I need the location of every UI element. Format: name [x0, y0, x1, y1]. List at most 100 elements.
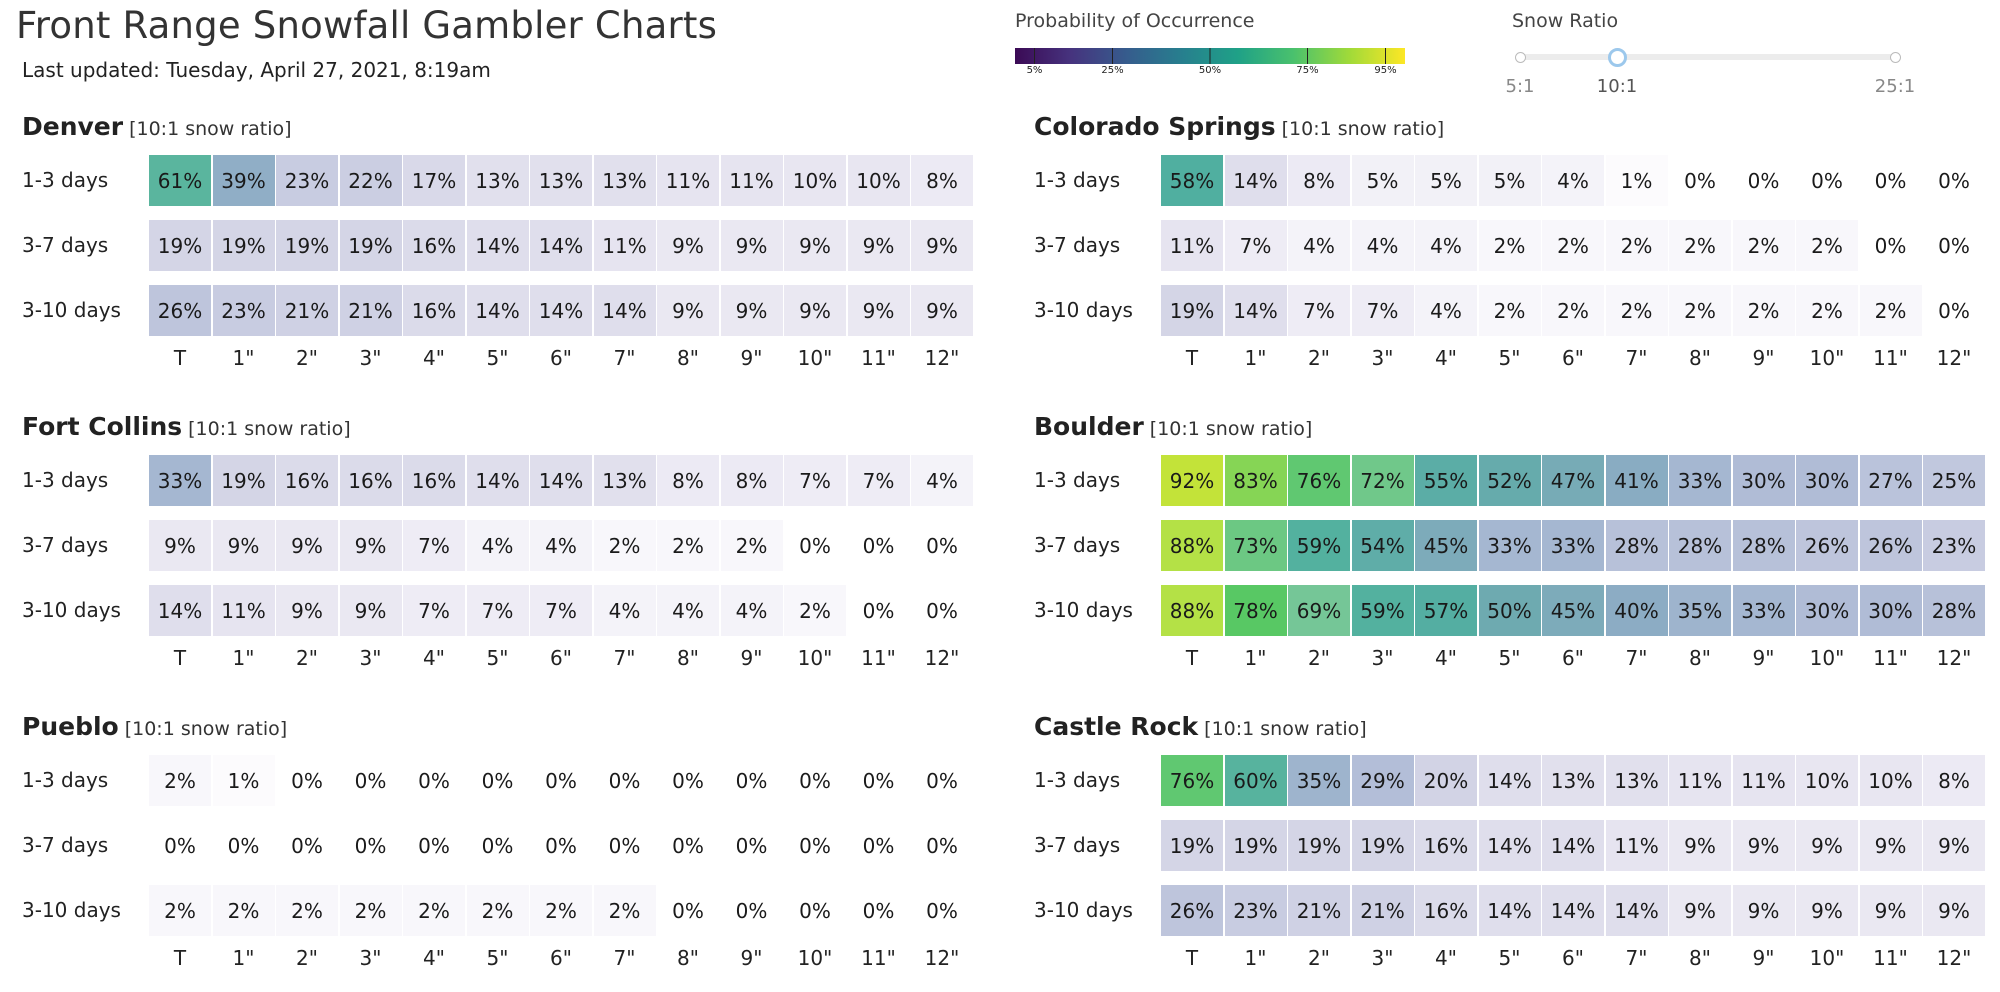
heatmap-cell: 30%	[1796, 455, 1858, 506]
row-label: 1-3 days	[1034, 468, 1121, 492]
x-tick-label: T	[1185, 946, 1199, 970]
heatmap-cell: 4%	[720, 585, 783, 636]
panel-fort-collins: Fort Collins [10:1 snow ratio] 1-3 days 33%…	[0, 412, 973, 702]
heatmap-cell: 9%	[1669, 885, 1731, 936]
heatmap-cell: 16%	[276, 455, 338, 506]
heatmap-cell: 0%	[847, 585, 910, 636]
heatmap-cell: 9%	[847, 285, 910, 336]
x-tick-label: 4"	[423, 346, 445, 370]
heatmap-cell: 0%	[847, 520, 910, 571]
heatmap-cell: 41%	[1605, 455, 1668, 506]
legend-colorbar: 5% 25% 50% 75% 95%	[1015, 48, 1405, 74]
x-tick-label: T	[1185, 346, 1199, 370]
snow-ratio-stop-5[interactable]	[1515, 51, 1526, 63]
heatmap-cell: 9%	[657, 220, 719, 271]
heatmap-cell: 5%	[1351, 155, 1414, 206]
x-tick-label: 3"	[1371, 346, 1394, 370]
heatmap-cell: 0%	[1923, 220, 1985, 271]
heatmap-cell: 13%	[1605, 755, 1668, 806]
heatmap-cell: 0%	[847, 755, 910, 806]
heatmap-cell: 7%	[1224, 220, 1287, 271]
page-title: Front Range Snowfall Gambler Charts	[16, 4, 718, 47]
x-tick-label: 7"	[613, 646, 636, 670]
x-tick-label: 8"	[677, 946, 699, 970]
snow-ratio-handle[interactable]	[1608, 47, 1627, 67]
heatmap-cell: 2%	[1542, 220, 1604, 271]
heatmap-cell: 30%	[1859, 585, 1922, 636]
heatmap-cell: 9%	[276, 520, 338, 571]
heatmap-cell: 17%	[403, 155, 465, 206]
x-tick-label: 4"	[423, 646, 445, 670]
heatmap-cell: 16%	[1415, 885, 1477, 936]
heatmap-cell: 16%	[403, 220, 465, 271]
heatmap-cell: 14%	[1224, 285, 1287, 336]
x-tick-label: 7"	[613, 346, 636, 370]
row-label: 3-10 days	[22, 898, 121, 922]
heatmap-cell: 54%	[1351, 520, 1414, 571]
heatmap-cell: 9%	[720, 220, 783, 271]
heatmap-cell: 8%	[720, 455, 783, 506]
x-tick-label: 9"	[740, 346, 763, 370]
row-label: 3-7 days	[22, 533, 109, 557]
heatmap-cell: 50%	[1478, 585, 1541, 636]
heatmap-cell: 33%	[1542, 520, 1604, 571]
heatmap-cell: 11%	[593, 220, 656, 271]
x-tick-label: 11"	[1873, 646, 1908, 670]
heatmap-cell: 92%	[1161, 455, 1223, 506]
heatmap-cell: 9%	[1923, 885, 1985, 936]
x-tick-label: 10"	[1809, 346, 1845, 370]
heatmap-cell: 19%	[339, 220, 402, 271]
heatmap-cell: 9%	[276, 585, 338, 636]
x-tick-label: 11"	[861, 646, 896, 670]
x-tick-label: 8"	[1689, 346, 1711, 370]
heatmap-cell: 13%	[1542, 755, 1604, 806]
x-tick-label: 12"	[924, 646, 960, 670]
heatmap-cell: 26%	[1859, 520, 1922, 571]
x-tick-label: 6"	[550, 646, 572, 670]
heatmap-cell: 19%	[149, 220, 211, 271]
heatmap-cell: 73%	[1224, 520, 1287, 571]
city-name: Denver	[22, 112, 124, 141]
x-tick-label: 12"	[1936, 346, 1972, 370]
heatmap-cell: 4%	[1288, 220, 1350, 271]
city-name: Castle Rock	[1034, 712, 1199, 741]
heatmap-cell: 0%	[720, 755, 783, 806]
x-tick-label: 9"	[740, 946, 763, 970]
heatmap-cell: 27%	[1859, 455, 1922, 506]
heatmap-cell: 0%	[339, 820, 402, 871]
snow-ratio-note: [10:1 snow ratio]	[1281, 118, 1445, 140]
x-tick-label: T	[173, 946, 187, 970]
heatmap-cell: 14%	[149, 585, 211, 636]
heatmap-cell: 2%	[593, 885, 656, 936]
x-tick-label: 8"	[677, 346, 699, 370]
heatmap-cell: 8%	[1288, 155, 1350, 206]
heatmap-cell: 8%	[1923, 755, 1985, 806]
heatmap-cell: 0%	[339, 755, 402, 806]
x-tick-label: 4"	[1435, 946, 1457, 970]
heatmap-cell: 0%	[593, 820, 656, 871]
heatmap-cell: 14%	[530, 455, 592, 506]
heatmap-cell: 2%	[1732, 285, 1795, 336]
heatmap-cell: 23%	[212, 285, 275, 336]
heatmap-cell: 2%	[1796, 220, 1858, 271]
heatmap-cell: 0%	[911, 885, 973, 936]
snow-ratio-note: [10:1 snow ratio]	[124, 718, 288, 740]
heatmap-cell: 0%	[657, 820, 719, 871]
heatmap-cell: 9%	[1796, 820, 1858, 871]
snow-ratio-label-5: 5:1	[1505, 76, 1535, 97]
heatmap-cell: 23%	[276, 155, 338, 206]
snow-ratio-track[interactable]	[1520, 54, 1900, 60]
heatmap-cell: 1%	[212, 755, 275, 806]
panel-pueblo: Pueblo [10:1 snow ratio] 1-3 days 2% 1% 0% 0% 0…	[0, 712, 973, 992]
heatmap-cell: 7%	[1288, 285, 1350, 336]
legend-tick-label: 25%	[1101, 65, 1123, 74]
heatmap-cell: 33%	[1669, 455, 1731, 506]
heatmap-cell: 23%	[1224, 885, 1287, 936]
panel-denver: Denver [10:1 snow ratio] 1-3 days 61% 39% 23%…	[0, 112, 973, 402]
snow-ratio-stop-25[interactable]	[1890, 51, 1901, 63]
x-tick-label: 12"	[924, 946, 960, 970]
heatmap-cell: 0%	[1669, 155, 1731, 206]
x-tick-label: 5"	[486, 946, 509, 970]
heatmap-cell: 9%	[1859, 820, 1922, 871]
row-label: 3-7 days	[1034, 233, 1121, 257]
